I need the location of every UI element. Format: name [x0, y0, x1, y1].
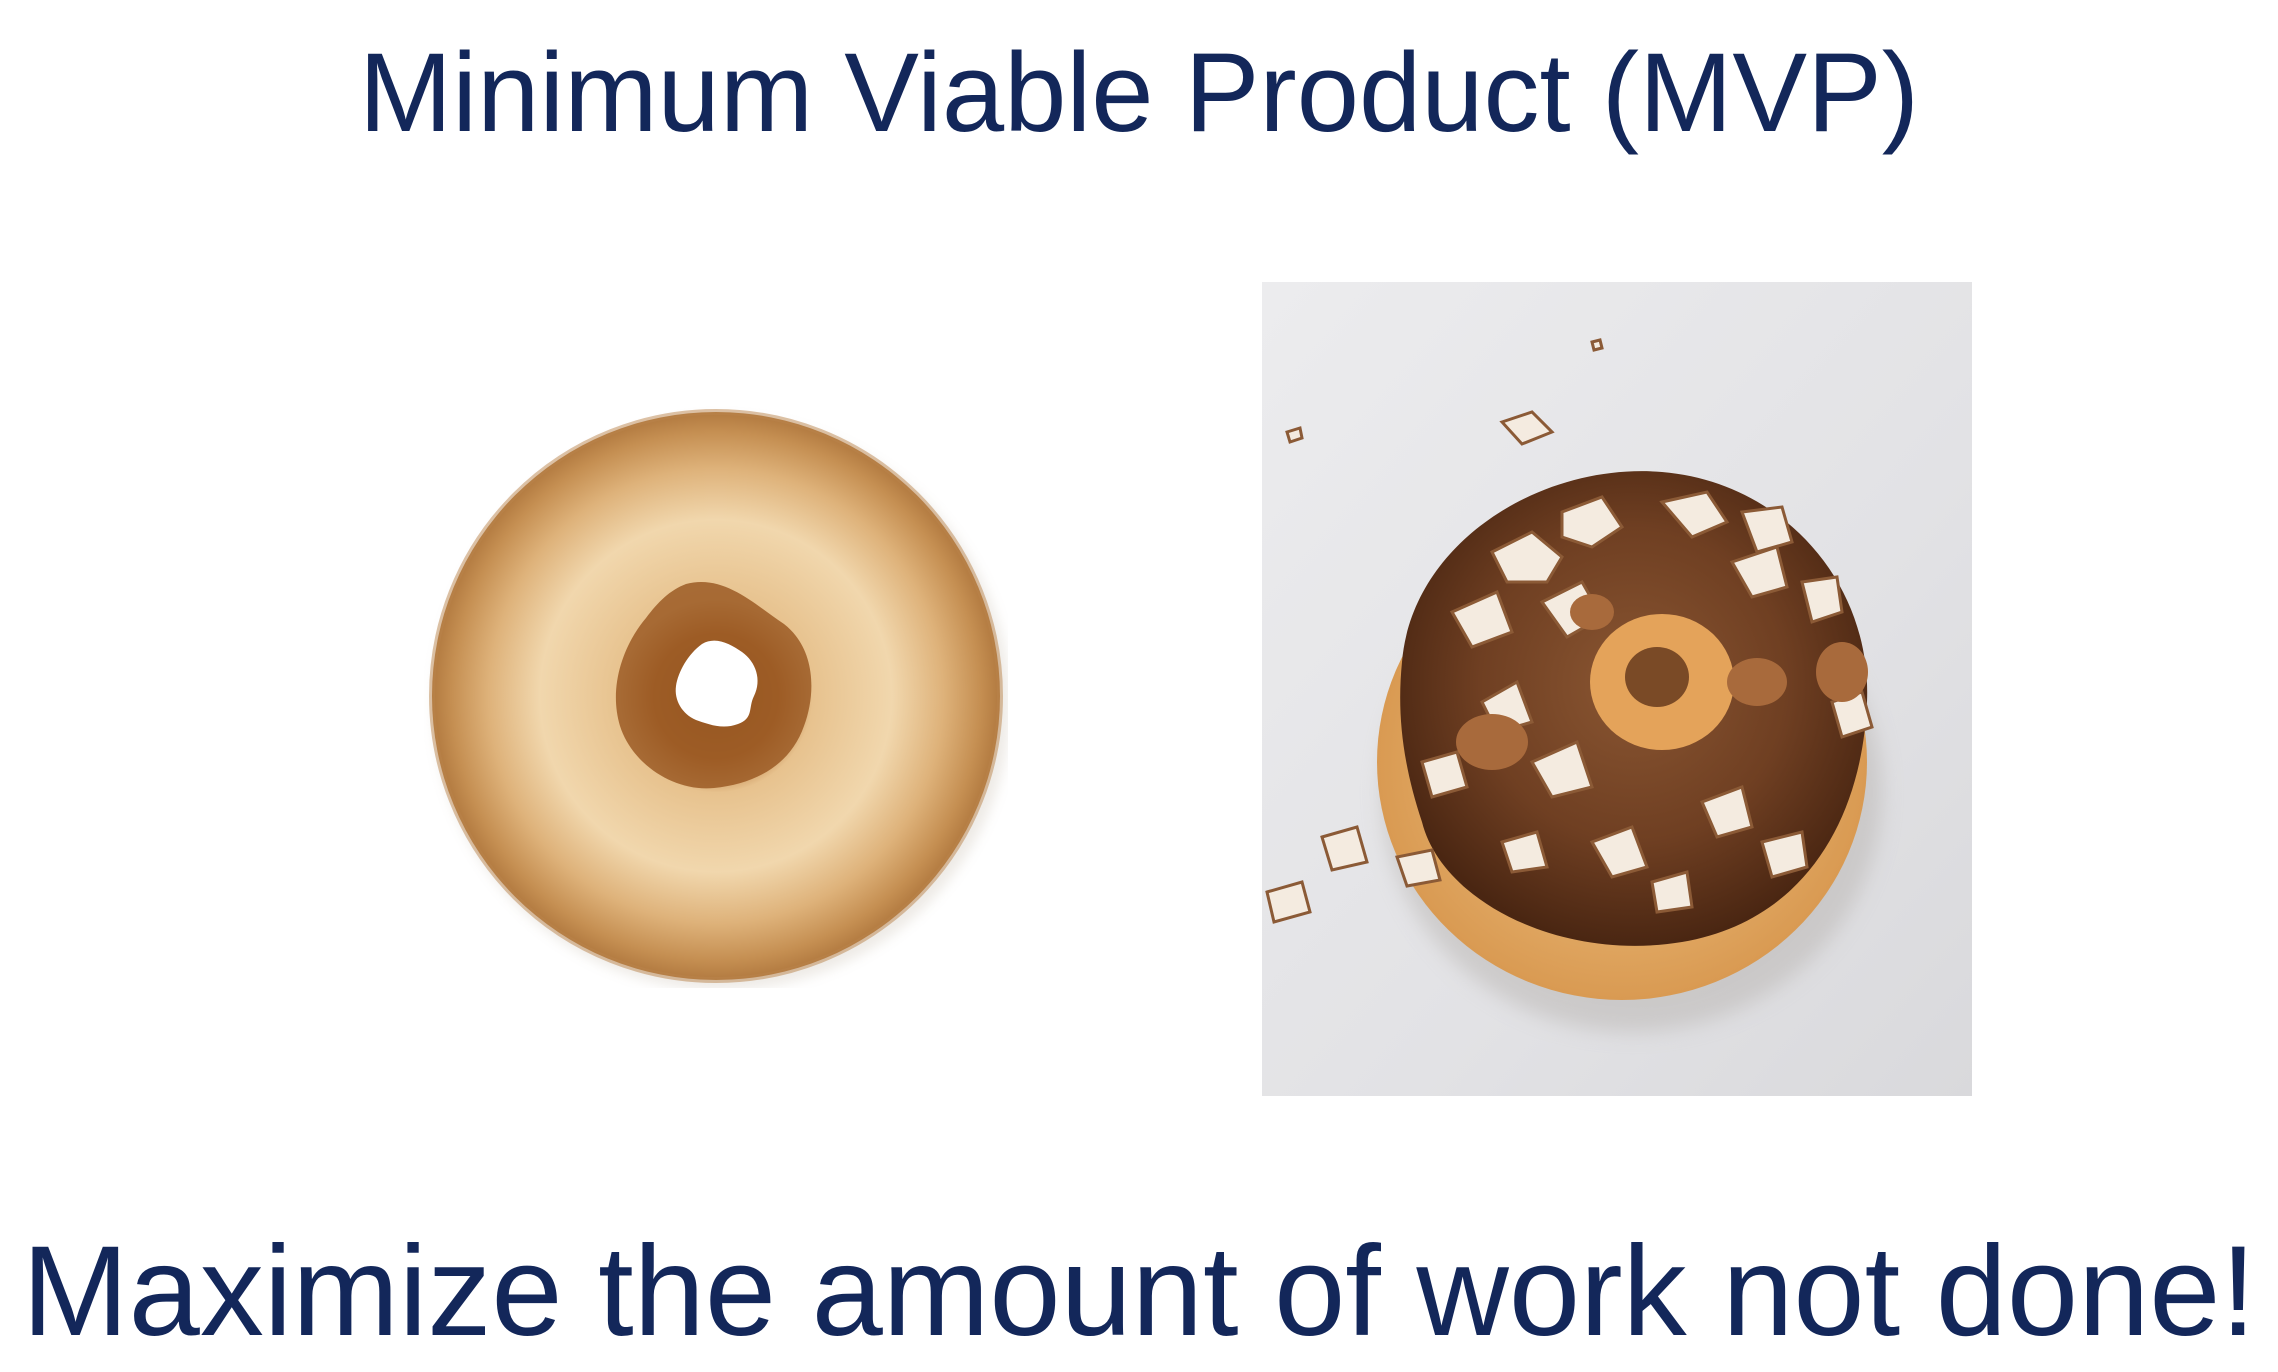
plain-donut-image [424, 404, 1008, 988]
frosted-donut-photo [1262, 282, 1972, 1096]
frosted-donut-with-hazelnuts-photo [1262, 282, 1972, 1096]
slide-title: Minimum Viable Product (MVP) [358, 30, 1920, 155]
slide-caption: Maximize the amount of work not done! [22, 1220, 2256, 1363]
plain-donut-icon [429, 409, 1008, 988]
